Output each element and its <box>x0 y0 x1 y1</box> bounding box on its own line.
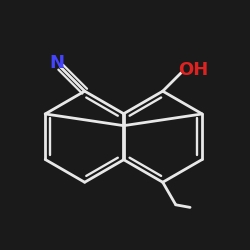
Text: OH: OH <box>178 61 209 79</box>
Text: N: N <box>49 54 64 72</box>
